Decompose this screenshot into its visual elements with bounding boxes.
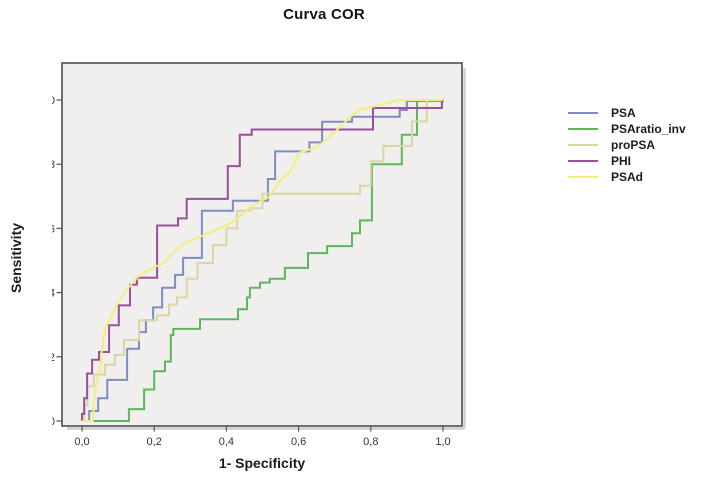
y-tick-label: 0,8 xyxy=(52,159,55,171)
legend-item-phi: PHI xyxy=(568,153,686,169)
roc-curves xyxy=(81,99,444,422)
legend-item-psaratio-inv: PSAratio_inv xyxy=(568,121,686,137)
legend-item-propsa: proPSA xyxy=(568,137,686,153)
y-tick-label: 0,4 xyxy=(52,288,55,300)
y-tick-label: 1,0 xyxy=(52,95,55,107)
y-tick-label: 0,0 xyxy=(52,416,55,428)
y-tick-label: 0,6 xyxy=(52,223,55,235)
legend-item-psad: PSAd xyxy=(568,169,686,185)
legend-swatch-psad xyxy=(568,176,598,178)
legend-item-psa: PSA xyxy=(568,105,686,121)
curve-psad xyxy=(82,99,443,422)
x-axis-label: 1- Specificity xyxy=(218,455,306,471)
plot-frame-shadow xyxy=(67,68,466,430)
x-tick-label: 0,8 xyxy=(363,436,378,448)
y-tick-label: 0,2 xyxy=(52,352,55,364)
legend-label: proPSA xyxy=(611,138,656,152)
chart-title: Curva COR xyxy=(283,6,365,23)
legend-label: PSAratio_inv xyxy=(611,122,686,136)
legend-swatch-psaratio-inv xyxy=(568,128,598,130)
x-tick-label: 0,4 xyxy=(219,436,234,448)
axis-ticks: 0,0 0,2 0,4 0,6 0,8 1,0 0,0 0,2 0,4 0,6 0,8 1,0 xyxy=(52,95,451,448)
legend-swatch-phi xyxy=(568,160,598,162)
x-tick-label: 1,0 xyxy=(435,436,450,448)
plot-frame xyxy=(61,62,463,427)
plot-area xyxy=(62,63,462,426)
roc-plot: 0,0 0,2 0,4 0,6 0,8 1,0 0,0 0,2 0,4 0,6 0,8 1,0 xyxy=(52,62,466,448)
legend: PSA PSAratio_inv proPSA PHI PSAd xyxy=(568,105,686,185)
legend-label: PSAd xyxy=(611,170,644,184)
legend-label: PSA xyxy=(611,106,636,120)
curve-psa xyxy=(82,100,444,422)
curve-psaratio-inv xyxy=(82,100,444,422)
x-tick-label: 0,2 xyxy=(147,436,162,448)
curve-propsa xyxy=(82,99,443,422)
legend-label: PHI xyxy=(611,154,632,168)
legend-swatch-propsa xyxy=(568,144,598,146)
legend-swatch-psa xyxy=(568,112,598,114)
x-tick-label: 0,0 xyxy=(74,436,89,448)
y-axis-label: Sensitivity xyxy=(8,222,24,294)
x-tick-label: 0,6 xyxy=(291,436,306,448)
